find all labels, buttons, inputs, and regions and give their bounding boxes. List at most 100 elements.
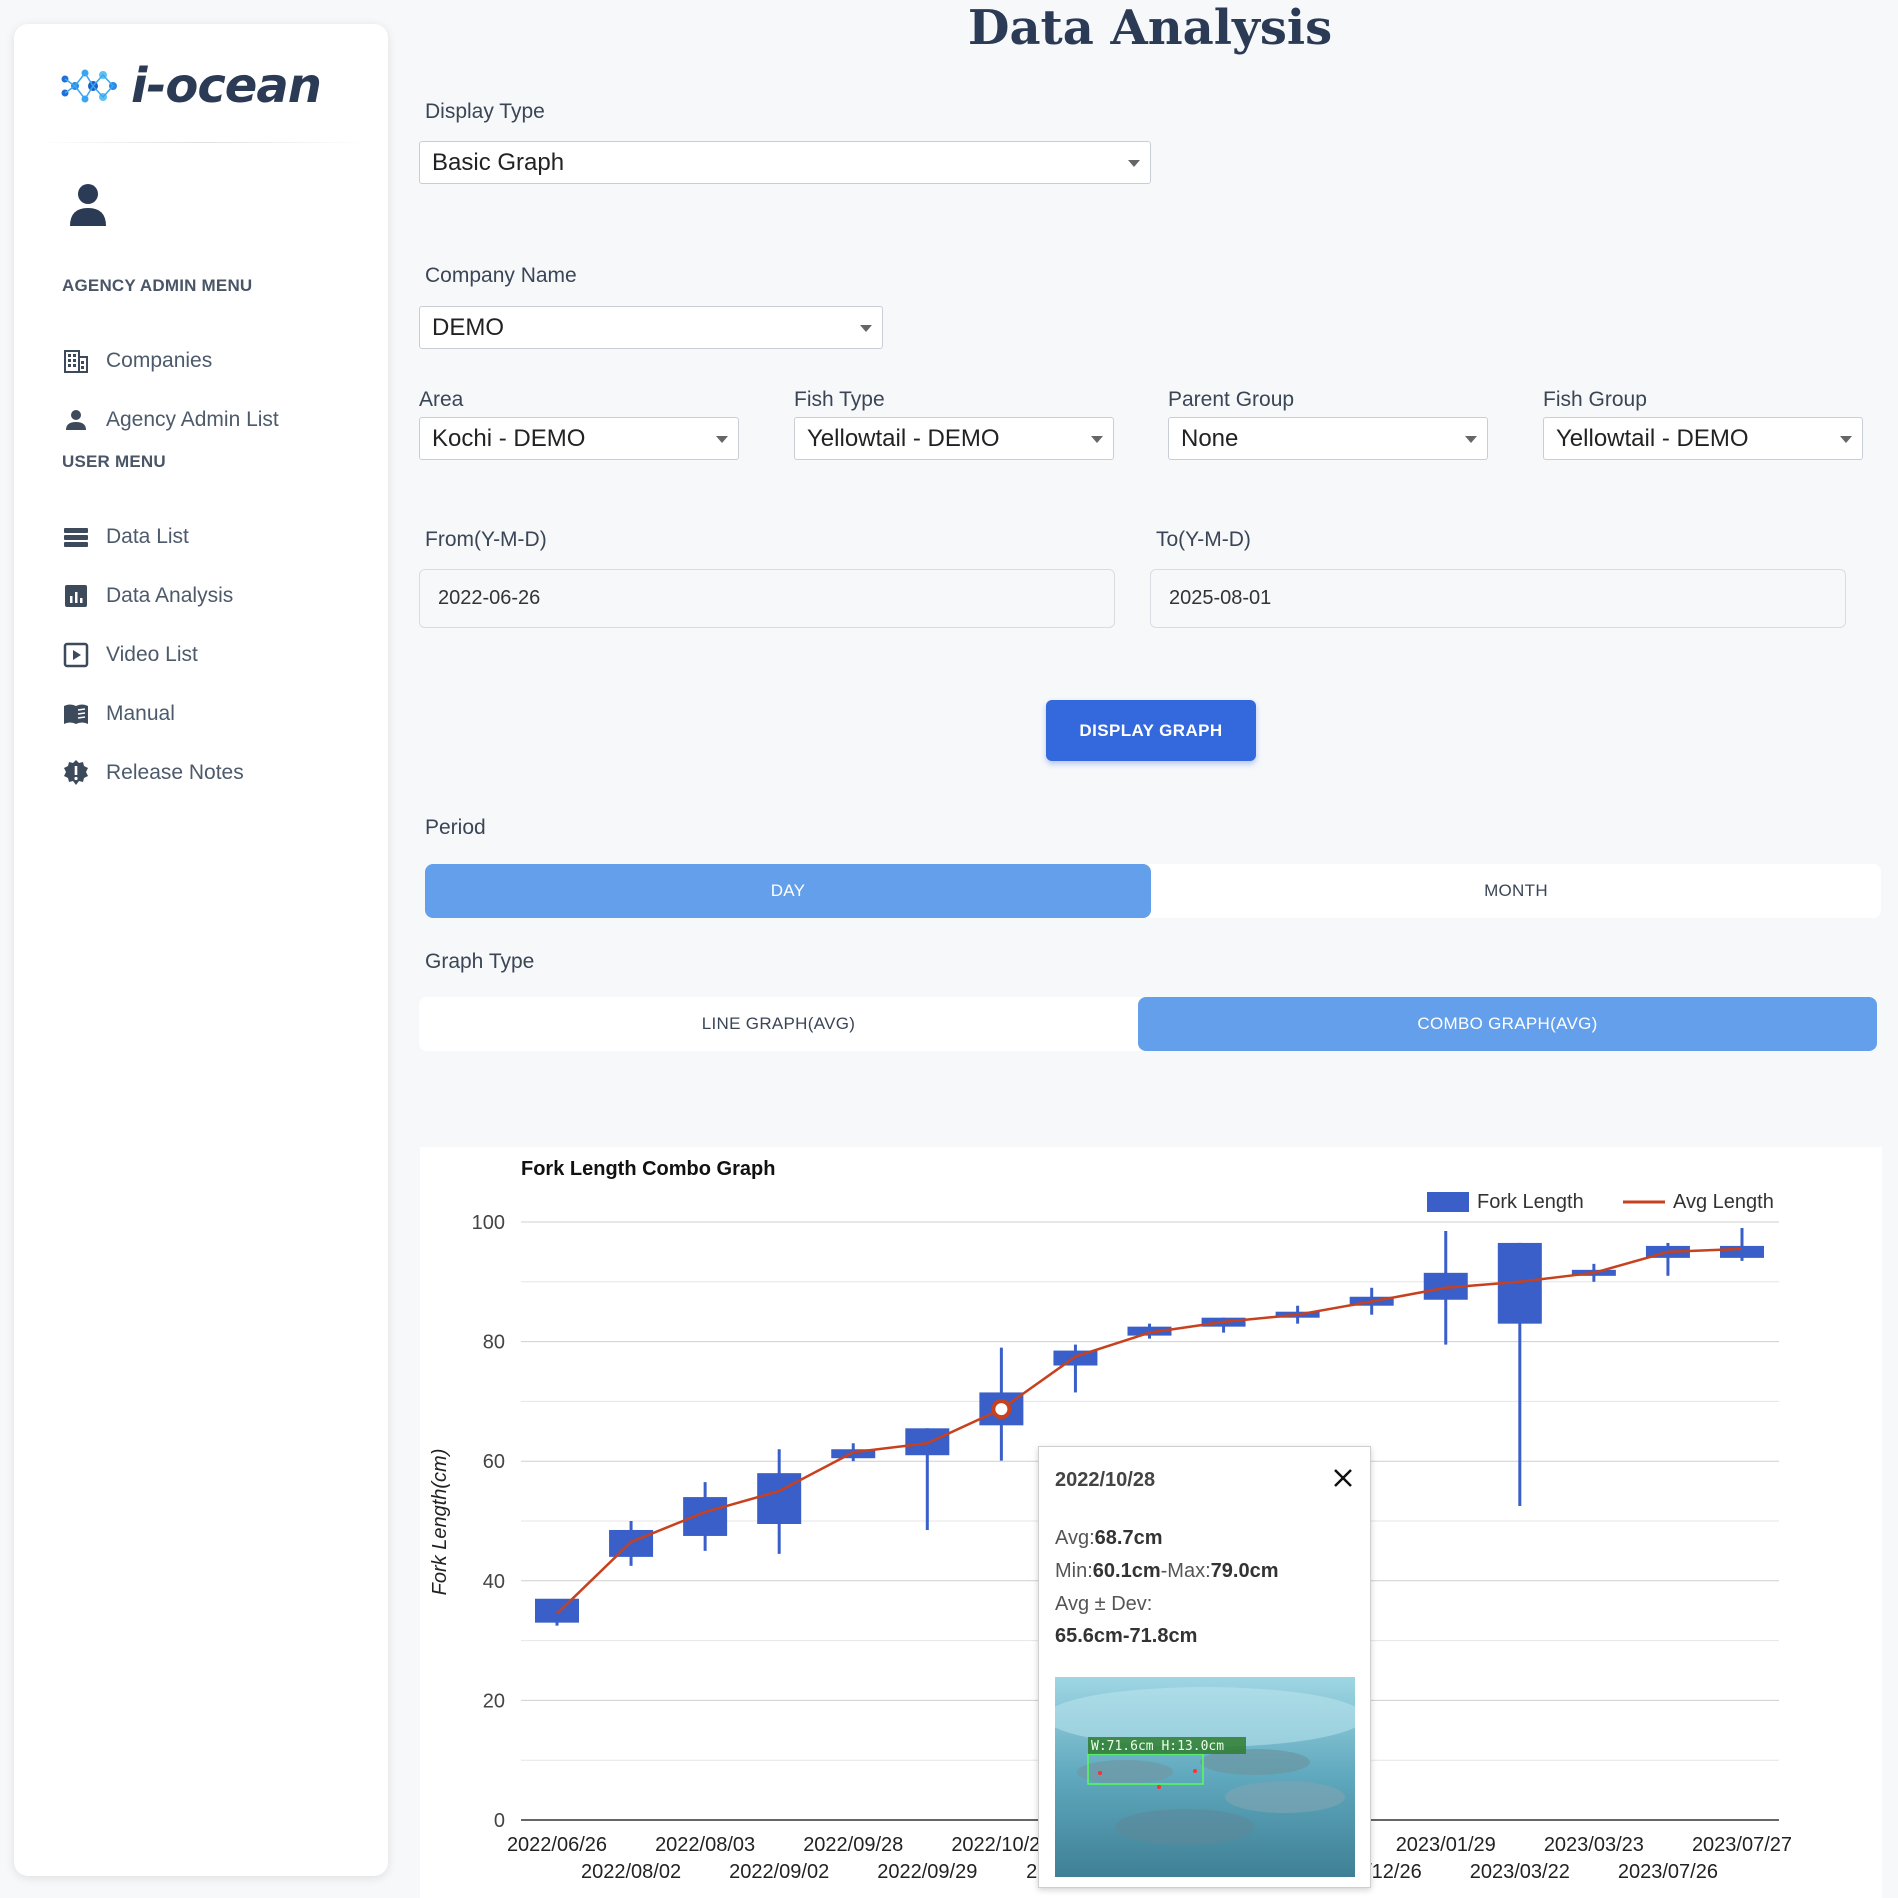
area-value: Kochi - DEMO <box>432 424 586 452</box>
tooltip-dev-sep: - <box>1122 1625 1130 1647</box>
candle[interactable] <box>905 1428 950 1530</box>
fish-detection-image[interactable]: W:71.6cm H:13.0cm <box>1055 1677 1355 1877</box>
candle[interactable] <box>757 1449 802 1554</box>
display-graph-button[interactable]: DISPLAY GRAPH <box>1046 700 1256 761</box>
nav-release-notes-label: Release Notes <box>106 761 244 784</box>
x-tick-label: 2023/01/29 <box>1396 1834 1496 1856</box>
parent-group-value: None <box>1181 424 1239 452</box>
candle[interactable] <box>683 1482 728 1551</box>
candle-body <box>1720 1245 1764 1258</box>
from-date-input[interactable]: 2022-06-26 <box>419 569 1115 628</box>
company-name-value: DEMO <box>432 313 504 341</box>
dropdown-caret-icon <box>1128 160 1140 167</box>
alert-badge-icon <box>64 760 88 785</box>
nav-video-list-label: Video List <box>106 643 198 666</box>
nav-video-list[interactable]: Video List <box>62 638 198 672</box>
x-tick-label: 2022/10/28 <box>951 1834 1051 1856</box>
to-date-label: To(Y-M-D) <box>1156 528 1251 551</box>
nav-data-analysis-label: Data Analysis <box>106 584 234 607</box>
tooltip-avg: Avg:68.7cm <box>1055 1527 1163 1550</box>
dropdown-caret-icon <box>1465 436 1477 443</box>
x-tick-label: 2022/06/26 <box>507 1834 607 1856</box>
nav-companies[interactable]: Companies <box>62 344 212 378</box>
candle-body <box>1127 1326 1172 1336</box>
tooltip-dev-range: 65.6cm-71.8cm <box>1055 1625 1197 1648</box>
legend-avg-length-label: Avg Length <box>1673 1191 1774 1213</box>
candle[interactable] <box>1645 1242 1690 1276</box>
user-menu-heading: USER MENU <box>62 452 166 471</box>
period-toggle-group: DAY MONTH <box>425 864 1881 918</box>
selected-point-marker[interactable] <box>991 1399 1012 1420</box>
logo-divider <box>34 142 368 143</box>
nav-release-notes[interactable]: Release Notes <box>62 756 244 790</box>
dropdown-caret-icon <box>716 436 728 443</box>
to-date-value: 2025-08-01 <box>1169 587 1272 609</box>
candle-body <box>757 1473 802 1524</box>
data-point-tooltip: 2022/10/28 Avg:68.7cm Min:60.1cm-Max:79.… <box>1038 1446 1371 1888</box>
company-name-select[interactable]: DEMO <box>419 306 883 349</box>
tooltip-avg-value: 68.7cm <box>1094 1527 1163 1549</box>
x-tick-label: 2022/08/02 <box>581 1861 681 1883</box>
logo-mark-icon <box>61 69 117 103</box>
close-icon[interactable] <box>1330 1465 1356 1491</box>
avg-length-line[interactable] <box>556 1247 1743 1615</box>
x-tick-label: 2022/08/03 <box>655 1834 755 1856</box>
y-tick-label: 40 <box>483 1571 505 1593</box>
y-tick-label: 80 <box>483 1332 505 1354</box>
display-type-label: Display Type <box>425 100 545 123</box>
nav-manual[interactable]: Manual <box>62 697 175 731</box>
period-month-toggle[interactable]: MONTH <box>1484 881 1548 900</box>
fish-type-label: Fish Type <box>794 388 885 411</box>
nav-data-list-label: Data List <box>106 525 189 548</box>
nav-agency-admin-list[interactable]: Agency Admin List <box>62 403 279 437</box>
fish-type-select[interactable]: Yellowtail - DEMO <box>794 417 1114 460</box>
user-avatar-icon[interactable] <box>68 182 108 228</box>
candle-body <box>535 1598 579 1623</box>
from-date-label: From(Y-M-D) <box>425 528 547 551</box>
building-icon <box>64 350 88 373</box>
y-tick-label: 0 <box>494 1810 505 1832</box>
fish-type-value: Yellowtail - DEMO <box>807 424 1000 452</box>
from-date-value: 2022-06-26 <box>438 587 541 609</box>
candle[interactable] <box>609 1521 654 1566</box>
tooltip-min-max: Min:60.1cm-Max:79.0cm <box>1055 1560 1278 1583</box>
sidebar: i-ocean AGENCY ADMIN MENU Companies Agen… <box>14 24 388 1876</box>
candle-body <box>683 1497 728 1536</box>
period-label: Period <box>425 816 486 839</box>
candle[interactable] <box>1720 1227 1764 1261</box>
display-type-select[interactable]: Basic Graph <box>419 141 1151 184</box>
y-axis-label: Fork Length(cm) <box>429 1449 451 1596</box>
fork-length-combo-chart[interactable]: Fork Length Combo Graph Fork Length Avg … <box>420 1147 1882 1898</box>
legend[interactable]: Fork Length Avg Length <box>1427 1191 1774 1213</box>
to-date-input[interactable]: 2025-08-01 <box>1150 569 1846 628</box>
dropdown-caret-icon <box>1091 436 1103 443</box>
nav-companies-label: Companies <box>106 349 213 372</box>
nav-data-list[interactable]: Data List <box>62 520 189 554</box>
x-tick-label: 2022/09/29 <box>877 1861 977 1883</box>
app-logo[interactable]: i-ocean <box>59 58 322 114</box>
candle[interactable] <box>1127 1323 1172 1339</box>
y-tick-label: 100 <box>472 1212 505 1234</box>
candle-body <box>905 1428 950 1456</box>
combo-graph-toggle[interactable]: COMBO GRAPH(AVG) <box>1138 997 1877 1051</box>
legend-fork-length-label: Fork Length <box>1477 1191 1584 1213</box>
area-select[interactable]: Kochi - DEMO <box>419 417 739 460</box>
person-icon <box>66 410 86 430</box>
agency-admin-menu-heading: AGENCY ADMIN MENU <box>62 276 253 295</box>
line-graph-toggle[interactable]: LINE GRAPH(AVG) <box>701 1014 856 1033</box>
tooltip-max-label: -Max: <box>1160 1560 1211 1582</box>
page-title: Data Analysis <box>967 0 1333 56</box>
analytics-icon <box>65 585 87 607</box>
parent-group-select[interactable]: None <box>1168 417 1488 460</box>
logo-text: i-ocean <box>131 58 322 114</box>
nav-agency-admin-list-label: Agency Admin List <box>106 408 279 431</box>
period-day-toggle[interactable]: DAY <box>425 864 1151 918</box>
nav-data-analysis[interactable]: Data Analysis <box>62 579 233 613</box>
dropdown-caret-icon <box>860 325 872 332</box>
fish-group-select[interactable]: Yellowtail - DEMO <box>1543 417 1863 460</box>
candle-body <box>831 1449 876 1459</box>
tooltip-dev-low: 65.6cm <box>1055 1625 1123 1647</box>
company-name-label: Company Name <box>425 264 577 287</box>
y-tick-label: 60 <box>483 1451 505 1473</box>
chart-title: Fork Length Combo Graph <box>521 1158 775 1180</box>
